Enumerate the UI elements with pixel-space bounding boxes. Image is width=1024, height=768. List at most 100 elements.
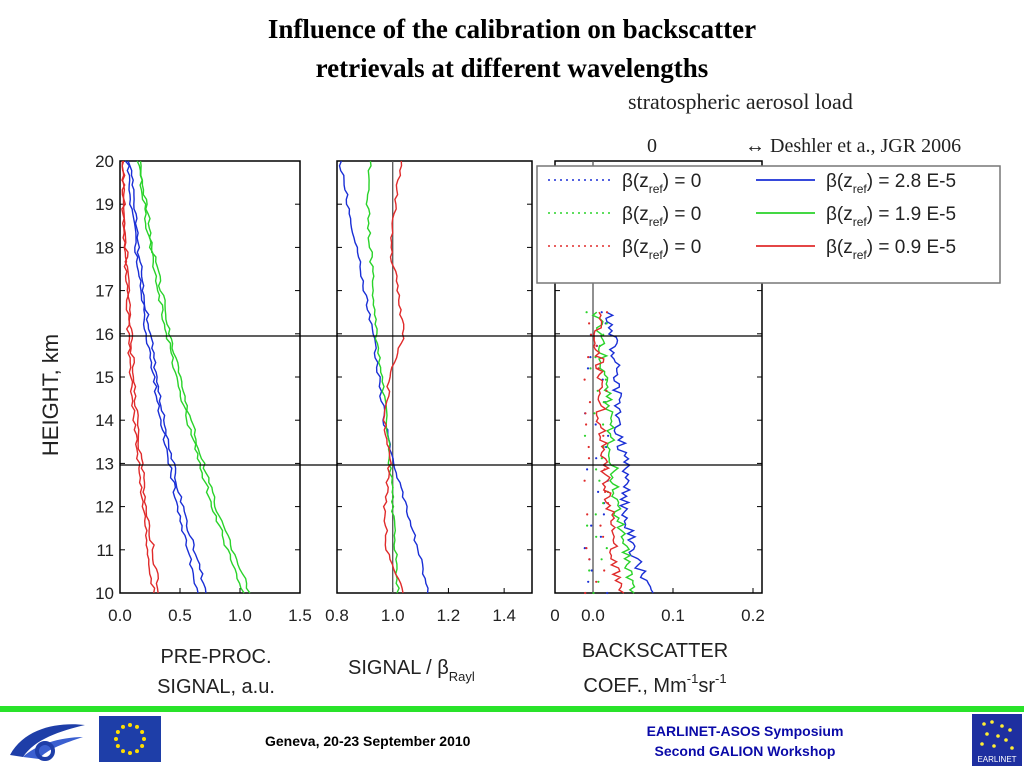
dotted-point (589, 356, 592, 359)
dotted-point (595, 344, 598, 347)
dotted-point (586, 524, 589, 527)
dotted-point (583, 547, 586, 550)
series-line (605, 311, 654, 594)
annotation-aerosol-load: stratospheric aerosol load (628, 89, 853, 114)
panel-3: 0 0.0 0.1 0.2 (550, 160, 765, 625)
eu-star (115, 744, 120, 748)
eu-star (114, 737, 118, 741)
dotted-point (597, 367, 600, 370)
legend-left-tail: ) = 0 (663, 171, 702, 192)
earlinet-dot (996, 734, 1000, 738)
dotted-point (590, 524, 593, 527)
series-line (127, 160, 207, 594)
earlinet-dot (982, 722, 986, 726)
legend-right-label: β(zref) = 2.8 E-5 (826, 171, 956, 196)
x-tick-label: 0.5 (168, 606, 192, 625)
dotted-point (585, 311, 588, 314)
legend-left-tail: ) = 0 (663, 204, 702, 225)
legend-right-tail: ) = 2.8 E-5 (867, 171, 956, 192)
footer-symposium-line2: Second GALION Workshop (654, 743, 836, 759)
dotted-point (604, 378, 608, 381)
dotted-point (589, 367, 592, 370)
panel-frame (336, 160, 533, 594)
dotted-point (590, 333, 593, 336)
fp6-logo-icon (10, 724, 85, 761)
eu-star (135, 749, 139, 754)
x-tick-label: 1.4 (492, 606, 516, 625)
x-tick-label: 1.0 (228, 606, 252, 625)
x-tick-label: 1.5 (288, 606, 312, 625)
x-tick-label: 0.8 (325, 606, 349, 625)
legend-row: β(zref) = 0 β(zref) = 0.9 E-5 (548, 237, 956, 262)
dotted-point (607, 434, 610, 437)
xlabel-panel1-line2: SIGNAL, a.u. (157, 676, 275, 698)
series-line (139, 160, 251, 594)
dotted-point (583, 479, 586, 482)
y-tick-label: 16 (95, 325, 114, 344)
series-line (382, 160, 405, 594)
dotted-point (595, 468, 598, 471)
dotted-point (606, 591, 609, 595)
eu-star (128, 751, 132, 755)
dotted-point (588, 401, 592, 404)
y-tick-label: 20 (95, 152, 114, 171)
legend-right-sub: ref (853, 215, 868, 229)
panel-1: 10 11 12 13 14 15 16 17 18 19 20 0.0 0.5 1.0 1.5 (95, 152, 312, 625)
dotted-point (583, 378, 586, 381)
dotted-point (585, 423, 588, 426)
slide-title-line1: Influence of the calibration on backscat… (267, 14, 757, 44)
series-line (121, 160, 156, 594)
eu-star (135, 724, 139, 729)
dotted-point (593, 412, 596, 415)
dotted-point (586, 367, 590, 370)
xlabel-panel3-main: COEF., Mm (583, 675, 686, 697)
eu-star (128, 723, 132, 727)
eu-star (142, 737, 146, 741)
xlabel-panel3-sr: sr (698, 675, 715, 697)
dotted-point (605, 547, 608, 550)
dotted-point (599, 535, 603, 538)
eu-star (121, 724, 125, 729)
x-tick-label: 1.0 (381, 606, 405, 625)
dotted-point (603, 468, 606, 471)
dotted-point (599, 524, 602, 527)
dotted-point (590, 569, 593, 572)
y-tick-label: 18 (95, 238, 114, 257)
dotted-point (594, 513, 597, 516)
legend-row: β(zref) = 0 β(zref) = 2.8 E-5 (548, 171, 956, 196)
series-line (124, 160, 199, 594)
xlabel-panel3-line2: COEF., Mm-1sr-1 (583, 671, 726, 697)
dotted-point (605, 311, 609, 314)
y-tick-label: 15 (95, 368, 114, 387)
earlinet-logo-text: EARLINET (977, 755, 1016, 764)
dotted-point (584, 412, 587, 415)
series-line (121, 160, 160, 594)
dotted-point (602, 535, 605, 538)
earlinet-dot (1000, 724, 1004, 728)
legend-right-tail: ) = 0.9 E-5 (867, 237, 956, 258)
earlinet-dot (992, 744, 996, 748)
legend-left-sub: ref (649, 182, 664, 196)
legend-right-label: β(zref) = 1.9 E-5 (826, 204, 956, 229)
earlinet-dot (980, 742, 984, 746)
dotted-point (598, 479, 601, 482)
legend-left-base: β(z (622, 204, 649, 225)
xlabel-panel2-main: SIGNAL / β (348, 657, 449, 679)
y-tick-label: 14 (95, 411, 114, 430)
dotted-point (592, 591, 595, 595)
xlabel-panel1-line1: PRE-PROC. (160, 646, 271, 668)
y-tick-label: 17 (95, 282, 114, 301)
dotted-point (602, 434, 605, 437)
dotted-point (602, 423, 605, 426)
legend-right-base: β(z (826, 204, 853, 225)
dotted-point (597, 580, 600, 583)
earlinet-dot (1010, 746, 1014, 750)
series-line (338, 160, 429, 594)
legend-left-label: β(zref) = 0 (622, 171, 701, 196)
legend-right-label: β(zref) = 0.9 E-5 (826, 237, 956, 262)
legend-left-sub: ref (649, 248, 664, 262)
footer-divider (0, 706, 1024, 712)
dotted-point (588, 322, 591, 325)
legend-left-label: β(zref) = 0 (622, 237, 701, 262)
